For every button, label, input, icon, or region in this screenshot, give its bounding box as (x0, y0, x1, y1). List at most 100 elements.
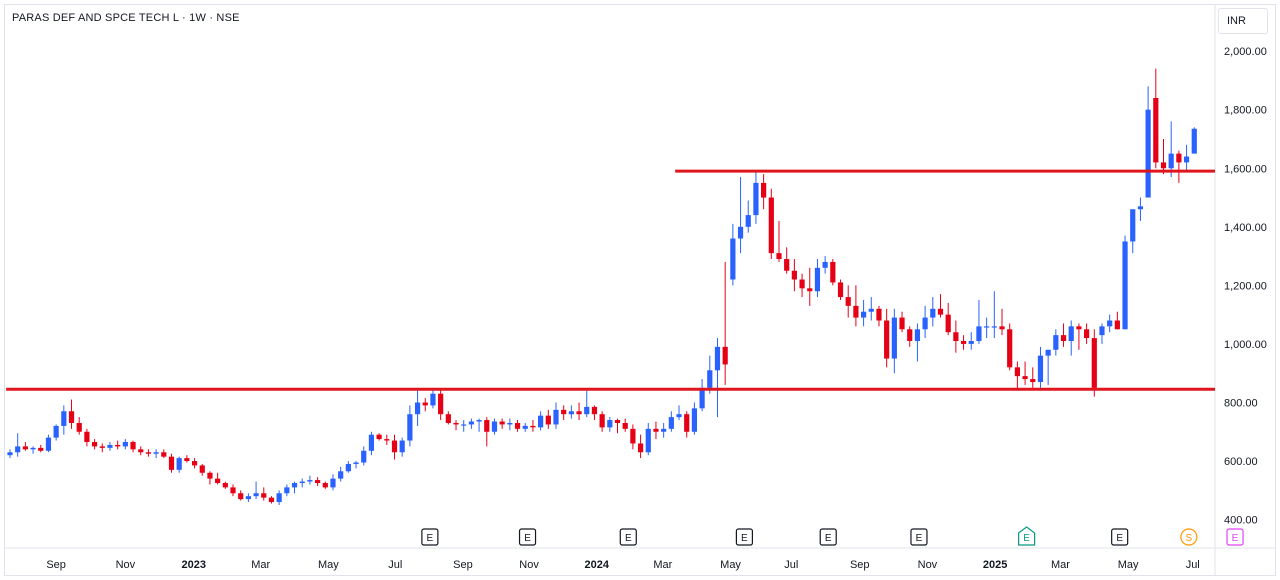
earnings-icon[interactable]: E (735, 528, 753, 546)
candle-body (584, 406, 590, 415)
price-axis[interactable]: 400.00 600.00 800.00 1,000.00 1,200.00 1,400.… (1224, 46, 1267, 526)
candle (930, 297, 936, 327)
candle-body (545, 415, 551, 425)
split-icon[interactable]: S (1180, 528, 1198, 546)
candle-body (737, 226, 744, 239)
time-tick-label: May (1118, 559, 1139, 571)
candle (561, 405, 567, 421)
candle-body (614, 420, 621, 423)
earnings-icon[interactable]: E (1111, 528, 1129, 546)
candle-body (453, 422, 459, 425)
candle-body (1191, 128, 1197, 154)
candle (530, 420, 536, 432)
time-tick-label: Nov (918, 559, 938, 571)
candle (937, 294, 944, 318)
candle-body (1076, 326, 1082, 330)
time-axis[interactable]: Sep Nov 2023 Mar May Jul Sep Nov 2024 Mar May Jul Se… (46, 559, 1199, 571)
candle-body (276, 493, 282, 503)
candle (453, 420, 459, 431)
candle-body (22, 446, 28, 450)
candle-body (599, 414, 605, 428)
candle (1160, 138, 1167, 175)
candle-body (830, 261, 836, 283)
candle (468, 418, 474, 429)
candle (707, 355, 713, 394)
candle (222, 481, 228, 489)
candle (261, 487, 267, 501)
candle-body (238, 493, 244, 500)
candle (622, 418, 628, 432)
symbol-title[interactable]: PARAS DEF AND SPCE TECH L · 1W · NSE (12, 12, 240, 24)
candle (145, 449, 152, 457)
candle-body (30, 447, 36, 450)
earnings-icon[interactable]: E (421, 528, 439, 546)
candle (130, 440, 136, 453)
candle-body (945, 314, 951, 333)
candle-body (391, 440, 398, 453)
candle (676, 405, 682, 421)
time-tick-label: Sep (46, 559, 66, 571)
candle (422, 398, 428, 412)
candle (61, 405, 67, 435)
candle (1145, 86, 1151, 198)
candle-body (268, 497, 275, 503)
earnings-future-icon[interactable]: E (1226, 528, 1244, 546)
candle (414, 387, 421, 426)
candle (299, 478, 305, 488)
candle (1014, 361, 1020, 391)
candle (514, 420, 521, 432)
candle-body (538, 415, 544, 428)
candle-body (91, 442, 98, 447)
candle (1060, 323, 1067, 347)
time-tick-label: May (720, 559, 741, 571)
candle (853, 285, 859, 327)
candle-body (338, 471, 344, 479)
candle-body (368, 434, 375, 451)
earnings-upcoming-icon[interactable]: E (1018, 526, 1036, 546)
candle-body (245, 496, 251, 500)
earnings-icon[interactable]: E (910, 528, 928, 546)
candle (899, 311, 905, 333)
earnings-icon[interactable]: E (819, 528, 837, 546)
candle-body (791, 270, 797, 280)
candle (338, 466, 344, 482)
currency-label[interactable]: INR (1218, 8, 1268, 34)
candle (1084, 323, 1090, 344)
price-tick-label: 1,200.00 (1224, 280, 1267, 292)
candle (1068, 320, 1074, 356)
candle-body (561, 409, 567, 415)
candle-body (899, 317, 905, 330)
candle (30, 446, 36, 454)
candle (230, 484, 236, 497)
time-tick-label: May (318, 559, 339, 571)
candle-body (922, 317, 928, 330)
candle (630, 424, 636, 450)
candle-body (107, 444, 113, 448)
candle (438, 389, 444, 421)
candle-body (761, 182, 767, 198)
candle (768, 188, 774, 260)
earnings-icon[interactable]: E (619, 528, 637, 546)
candle-body (1130, 209, 1136, 242)
candle-body (507, 422, 513, 425)
candle (1076, 323, 1082, 350)
candle-body (853, 305, 859, 318)
candle (1122, 235, 1128, 330)
earnings-icon[interactable]: E (518, 528, 537, 546)
candle-body (284, 487, 290, 494)
time-tick-label: 2024 (585, 559, 610, 571)
candle-body (422, 402, 428, 406)
candle-body (222, 483, 228, 488)
candle-body (199, 465, 205, 473)
candle (1191, 127, 1197, 154)
candle-body (299, 481, 305, 484)
candle-body (837, 282, 844, 298)
candle (353, 461, 359, 469)
price-tick-label: 800.00 (1224, 397, 1258, 409)
candle-body (553, 409, 559, 425)
candle (1130, 209, 1136, 254)
candle (38, 444, 44, 453)
candle-body (1045, 349, 1051, 356)
price-tick-label: 400.00 (1224, 515, 1258, 527)
